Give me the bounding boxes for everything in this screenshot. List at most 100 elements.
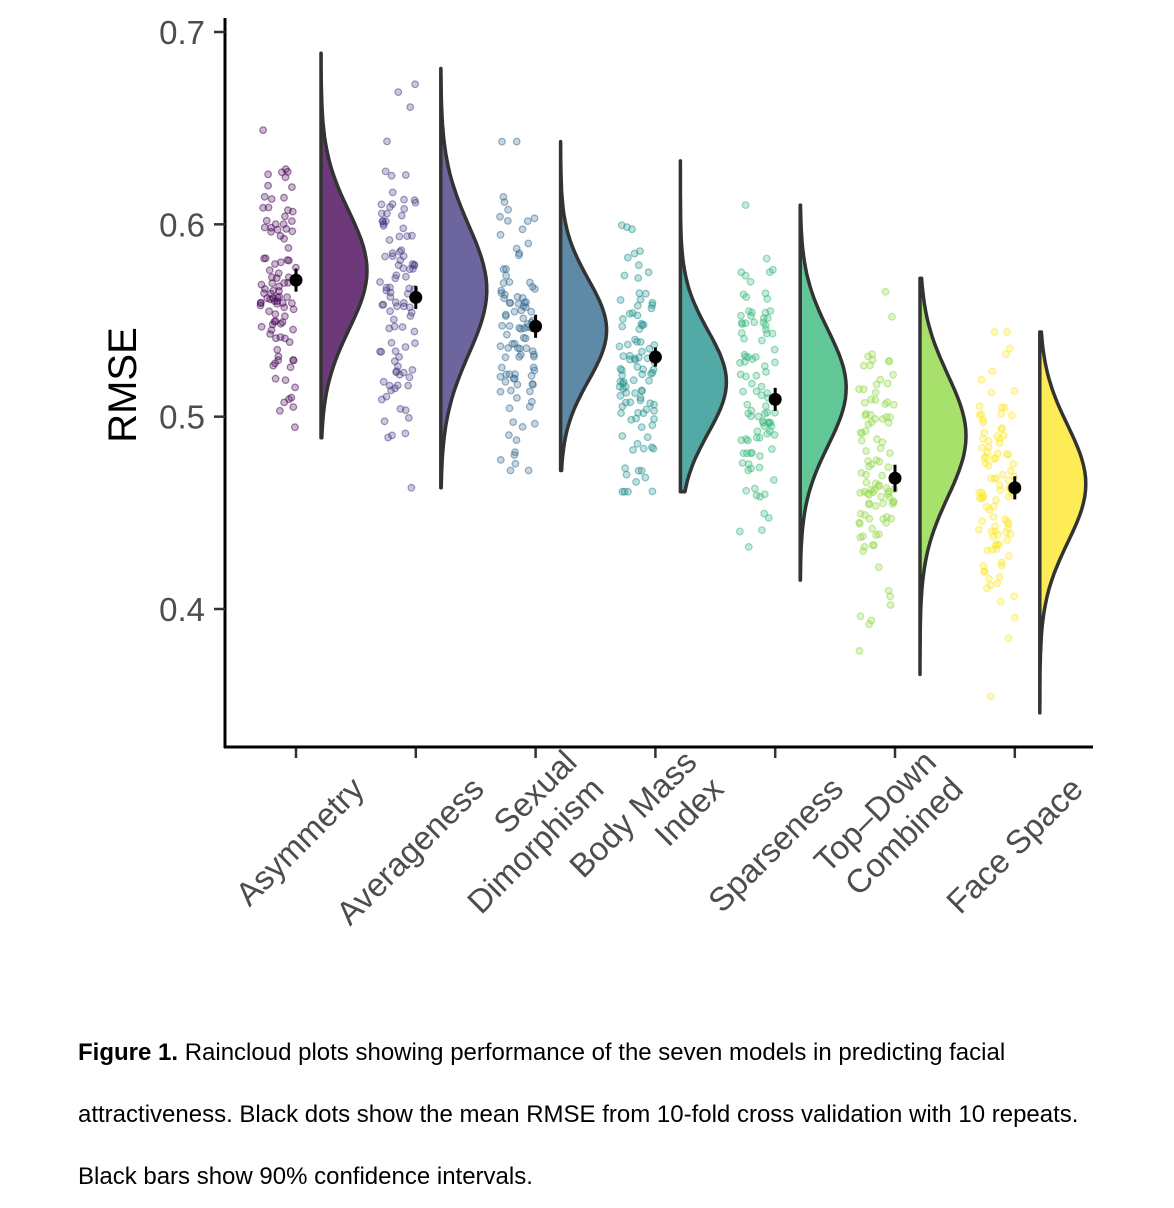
rain-point <box>868 350 876 359</box>
rain-point <box>634 466 643 475</box>
rain-point <box>283 256 292 264</box>
rain-point <box>990 328 999 336</box>
rain-point <box>857 436 866 445</box>
rain-point <box>617 409 625 418</box>
rain-point <box>530 214 539 223</box>
rain-point <box>635 289 644 298</box>
rain-point <box>975 402 984 411</box>
rain-point <box>761 289 770 298</box>
rain-point <box>400 195 408 204</box>
rain-point <box>1006 467 1015 475</box>
caption-text: Raincloud plots showing performance of t… <box>78 1039 1079 1190</box>
rain-point <box>496 212 504 221</box>
rain-point <box>888 500 897 508</box>
rain-point <box>395 232 404 241</box>
rain-point <box>872 531 880 539</box>
rain-point <box>271 220 280 229</box>
raincloud-4 <box>735 201 848 582</box>
rain-point <box>765 268 774 277</box>
rain-point <box>1010 613 1019 622</box>
rain-point <box>648 368 657 377</box>
rain-point <box>882 413 891 421</box>
rain-point <box>875 482 883 491</box>
rain-point <box>762 254 771 263</box>
rain-point <box>1003 517 1012 526</box>
rain-point <box>886 601 895 609</box>
rain-point <box>769 476 778 484</box>
rain-point <box>986 581 995 590</box>
rain-point <box>995 540 1004 549</box>
rain-point <box>633 301 642 310</box>
rain-point <box>616 296 625 304</box>
rain-point <box>388 200 397 209</box>
rain-point <box>743 400 752 409</box>
rain-point <box>379 300 388 309</box>
rain-point <box>760 362 769 371</box>
rain-point <box>859 532 867 541</box>
rain-point <box>526 387 534 396</box>
rain-point <box>623 253 632 262</box>
rain-point <box>391 347 400 356</box>
rain-point <box>524 466 533 475</box>
rain-point <box>273 345 282 354</box>
mean-point <box>1008 481 1022 495</box>
rain-point <box>886 592 895 601</box>
density-cloud <box>678 159 729 494</box>
rain-point <box>1009 460 1018 468</box>
rain-point <box>616 365 625 373</box>
rain-point <box>386 283 394 292</box>
rain-point <box>993 432 1001 441</box>
rain-point <box>289 403 298 411</box>
rain-point <box>1002 350 1010 359</box>
rain-point <box>268 279 277 288</box>
rain-point <box>385 381 394 390</box>
rain-point <box>745 307 753 316</box>
rain-point <box>987 527 996 536</box>
rain-point <box>509 418 518 427</box>
rain-point <box>503 216 512 225</box>
y-tick-label: 0.4 <box>159 591 205 628</box>
rain-point <box>643 433 652 442</box>
rain-point <box>974 525 983 534</box>
rain-point <box>523 217 532 226</box>
rain-point <box>768 445 776 454</box>
rain-point <box>737 329 746 338</box>
rain-point <box>862 447 870 455</box>
rain-point <box>862 478 871 487</box>
rain-point <box>638 321 646 330</box>
y-tick-label: 0.7 <box>159 14 205 51</box>
rain-point <box>877 492 885 501</box>
rain-point <box>737 311 745 320</box>
rain-point <box>750 484 759 493</box>
rain-point <box>627 415 636 424</box>
rain-point <box>399 224 408 233</box>
rain-point <box>762 325 770 334</box>
rain-point <box>261 254 270 263</box>
rain-point <box>629 376 638 385</box>
rain-point <box>380 417 389 426</box>
rain-point <box>528 397 536 406</box>
rain-point <box>626 398 635 407</box>
rain-point <box>519 314 528 323</box>
rain-point <box>978 517 986 525</box>
rain-point <box>405 373 414 382</box>
rain-point <box>975 488 984 497</box>
rain-point <box>268 320 277 329</box>
rain-point <box>744 543 753 551</box>
rain-point <box>271 374 280 383</box>
rain-point <box>888 312 896 321</box>
rain-point <box>648 487 657 496</box>
rain-point <box>631 335 639 344</box>
rain-point <box>387 171 396 180</box>
rain-point <box>859 547 867 555</box>
rain-point <box>1003 450 1011 458</box>
rain-point <box>885 493 894 501</box>
rain-point <box>865 500 874 509</box>
rain-point <box>387 338 396 347</box>
rain-point <box>507 386 515 395</box>
rain-point <box>382 392 391 401</box>
rain-point <box>638 370 646 379</box>
rain-point <box>735 527 744 536</box>
rain-point <box>997 403 1006 412</box>
density-cloud <box>918 276 968 677</box>
